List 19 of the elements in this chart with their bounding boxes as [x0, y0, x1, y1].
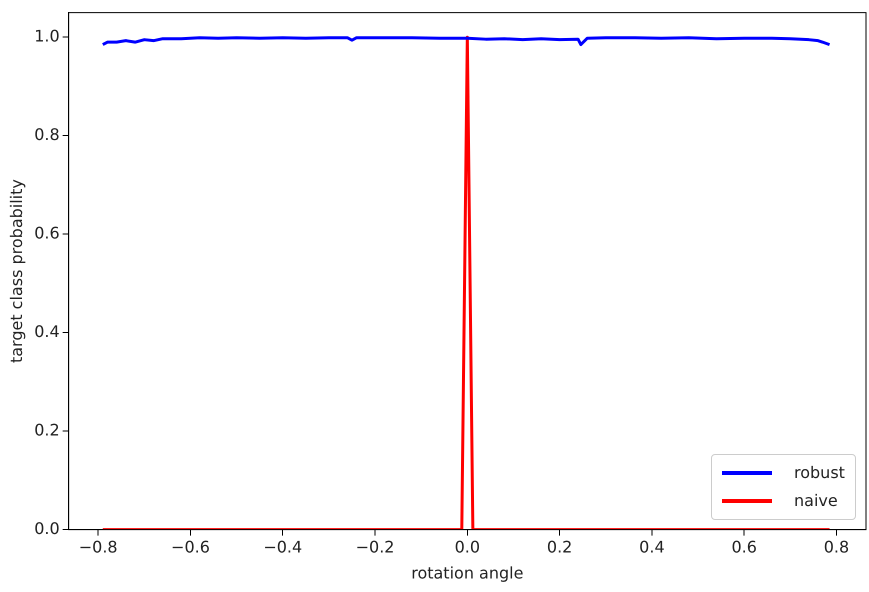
x-tick-label: −0.6 [171, 537, 210, 556]
x-axis-title: rotation angle [411, 564, 524, 583]
x-tick-label: 0.2 [546, 537, 572, 556]
x-tick-label: 0.8 [824, 537, 850, 556]
y-tick-label: 0.8 [34, 124, 60, 144]
y-axis-title: target class probability [6, 179, 26, 364]
x-tick-label: 0.6 [731, 537, 757, 556]
x-tick-label: −0.2 [356, 537, 394, 556]
y-tick-label: 1.0 [34, 26, 60, 46]
legend-label: naive [794, 491, 838, 510]
x-tick-label: −0.4 [263, 537, 302, 556]
y-tick-label: 0.4 [34, 322, 60, 341]
x-tick-label: −0.8 [78, 537, 118, 556]
legend-label: robust [794, 463, 845, 482]
x-tick-label: 0.0 [454, 537, 480, 556]
y-tick-label: 0.6 [34, 223, 60, 242]
y-tick-label: 0.2 [34, 420, 60, 440]
x-tick-label: 0.4 [639, 537, 665, 556]
y-tick-label: 0.0 [34, 518, 60, 538]
